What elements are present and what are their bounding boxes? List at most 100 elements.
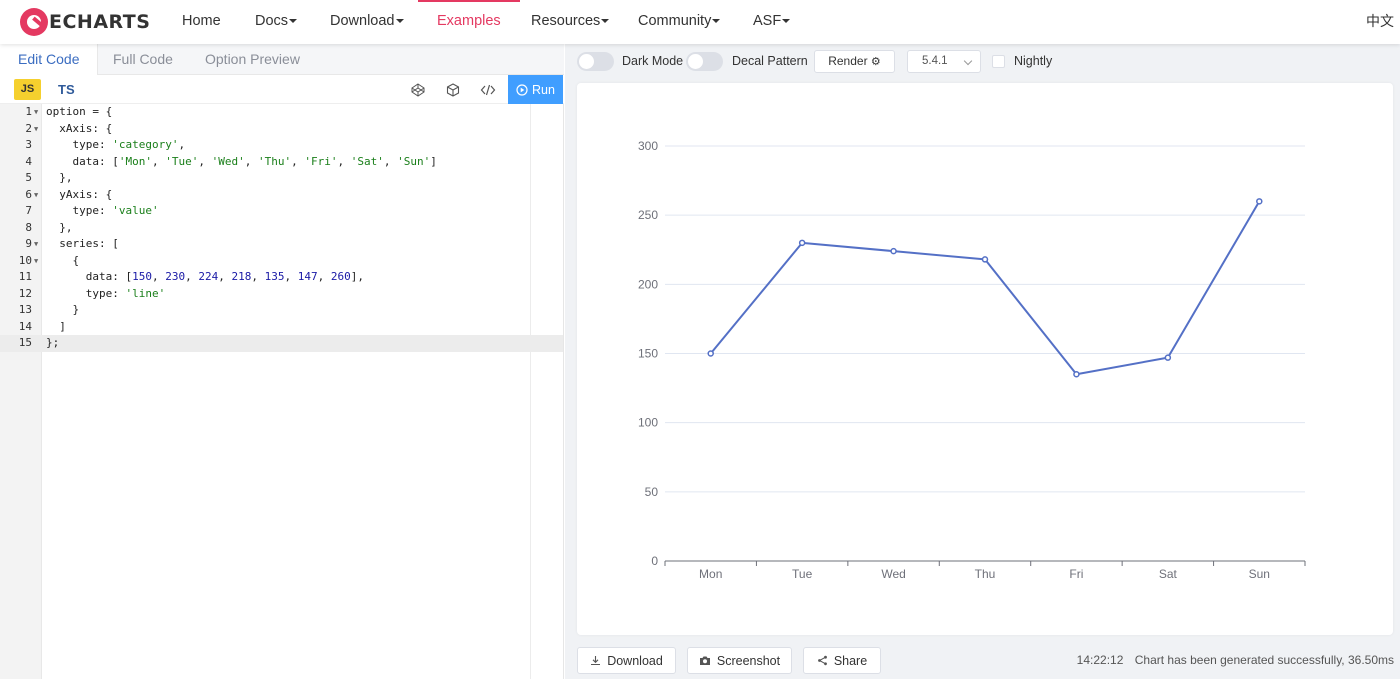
render-select[interactable]: Render ⚙ <box>814 50 895 73</box>
code-line[interactable]: 13 } <box>0 302 563 319</box>
code-line[interactable]: 15}; <box>0 335 563 352</box>
code-text: type: 'category', <box>46 138 186 151</box>
preview-toolbar: Dark Mode Decal Pattern Render ⚙ 5.4.1 N… <box>565 44 1400 80</box>
data-point <box>890 247 897 255</box>
code-line[interactable]: 1 ▼ option = { <box>0 104 563 121</box>
embed-code-icon[interactable] <box>479 81 497 99</box>
line-number: 4 <box>25 154 32 168</box>
code-line[interactable]: 11 data: [150, 230, 224, 218, 135, 147, … <box>0 269 563 286</box>
nav-item-label: Community <box>638 13 712 29</box>
echarts-logo[interactable]: ECHARTS <box>20 7 150 37</box>
code-text: series: [ <box>46 237 119 250</box>
code-line[interactable]: 7 type: 'value' <box>0 203 563 220</box>
nav-item-label: Resources <box>531 13 601 29</box>
nav-item-examples[interactable]: Examples <box>418 0 520 44</box>
nav-item-label: Download <box>330 13 395 29</box>
tab-full-code[interactable]: Full Code <box>113 51 173 67</box>
line-number: 5 <box>25 171 32 184</box>
echarts-logo-icon <box>20 8 48 36</box>
code-line[interactable]: 3 type: 'category', <box>0 137 563 154</box>
tab-option-preview[interactable]: Option Preview <box>205 51 300 67</box>
nav-item-docs[interactable]: Docs <box>255 0 298 44</box>
fold-arrow-icon[interactable]: ▼ <box>34 240 39 248</box>
chevron-down-icon <box>963 56 973 66</box>
line-number: 9 <box>25 237 32 250</box>
nav-item-home[interactable]: Home <box>182 0 221 44</box>
fold-arrow-icon[interactable]: ▼ <box>34 256 39 265</box>
download-icon <box>591 656 601 666</box>
x-tick-label: Wed <box>881 567 905 581</box>
data-point <box>1256 198 1263 205</box>
code-line[interactable]: 5 }, <box>0 170 563 187</box>
code-text: ] <box>46 319 66 333</box>
run-label: Run <box>532 82 555 97</box>
fold-arrow-icon[interactable]: ▼ <box>34 108 39 116</box>
y-tick-label: 150 <box>638 347 658 361</box>
dark-mode-toggle[interactable] <box>577 52 614 71</box>
y-tick-label: 300 <box>638 139 658 153</box>
lang-ts-button[interactable]: TS <box>58 82 75 97</box>
data-point <box>1073 371 1080 378</box>
code-text: data: [150, 230, 224, 218, 135, 147, 260… <box>46 270 364 283</box>
download-button[interactable]: Download <box>577 647 676 674</box>
download-label: Download <box>607 653 663 668</box>
dark-mode-label: Dark Mode <box>622 54 684 68</box>
screenshot-button[interactable]: Screenshot <box>687 647 792 674</box>
lang-js-button[interactable]: JS <box>14 79 41 100</box>
caret-down-icon <box>289 19 298 24</box>
language-switch[interactable]: 中文 <box>1366 13 1394 29</box>
data-point <box>707 350 714 357</box>
line-number-gutter <box>0 104 42 679</box>
print-margin <box>530 104 531 679</box>
status-bar: 14:22:12 Chart has been generated succes… <box>1069 653 1394 667</box>
code-text: }, <box>46 220 73 234</box>
decal-pattern-toggle[interactable] <box>686 52 723 71</box>
nav-item-download[interactable]: Download <box>330 0 404 44</box>
code-line[interactable]: 14 ] <box>0 319 563 336</box>
code-text: }; <box>46 336 60 349</box>
line-number: 12 <box>18 286 32 300</box>
line-number: 3 <box>25 138 32 151</box>
code-line[interactable]: 2 ▼ xAxis: { <box>0 121 563 138</box>
code-line[interactable]: 4 data: ['Mon', 'Tue', 'Wed', 'Thu', 'Fr… <box>0 154 563 171</box>
codepen-icon[interactable] <box>409 81 427 99</box>
logo-text: ECHARTS <box>49 11 151 33</box>
series-line <box>709 200 1261 376</box>
nav-item-label: Home <box>182 13 221 29</box>
nav-item-resources[interactable]: Resources <box>531 0 610 44</box>
y-tick-label: 200 <box>638 277 658 291</box>
data-point <box>981 256 989 263</box>
nav-item-community[interactable]: Community <box>638 0 721 44</box>
code-text: data: ['Mon', 'Tue', 'Wed', 'Thu', 'Fri'… <box>46 154 437 168</box>
code-line[interactable]: 6 ▼ yAxis: { <box>0 187 563 204</box>
share-icon <box>817 655 827 666</box>
codesandbox-icon[interactable] <box>444 81 462 99</box>
code-line[interactable]: 9 ▼ series: [ <box>0 236 563 253</box>
code-editor-panel: Edit Code Full Code Option Preview JS TS… <box>0 44 564 679</box>
version-select[interactable]: 5.4.1 <box>907 50 981 73</box>
code-line[interactable]: 8 }, <box>0 220 563 237</box>
editor-tabs: Edit Code Full Code Option Preview <box>0 44 564 76</box>
screenshot-label: Screenshot <box>716 653 781 668</box>
line-number: 15 <box>18 336 32 349</box>
nav-item-label: Docs <box>255 13 289 29</box>
y-tick-label: 0 <box>651 554 658 568</box>
code-text: }, <box>46 171 73 184</box>
language-bar: JS TS Run <box>0 75 564 104</box>
code-area[interactable]: 1 ▼ option = {2 ▼ xAxis: {3 type: 'category… <box>0 104 563 679</box>
nav-item-asf[interactable]: ASF <box>753 0 791 44</box>
x-tick-label: Tue <box>792 567 813 581</box>
chart-container[interactable]: 0 50 100 150 200 250 300 Mon Tue Wed Thu Fri Sat Sun <box>577 83 1393 635</box>
play-icon <box>516 83 528 96</box>
code-line[interactable]: 10 ▼ { <box>0 253 563 270</box>
tab-edit-code[interactable]: Edit Code <box>0 44 99 76</box>
run-button[interactable]: Run <box>508 75 563 104</box>
data-point <box>1164 354 1172 361</box>
share-button[interactable]: Share <box>803 647 881 674</box>
fold-arrow-icon[interactable]: ▼ <box>34 124 39 133</box>
nightly-checkbox[interactable] <box>992 55 1005 68</box>
code-text: yAxis: { <box>46 187 113 201</box>
fold-arrow-icon[interactable]: ▼ <box>34 190 39 199</box>
code-line[interactable]: 12 type: 'line' <box>0 286 563 303</box>
nav-item-label: ASF <box>753 13 782 29</box>
